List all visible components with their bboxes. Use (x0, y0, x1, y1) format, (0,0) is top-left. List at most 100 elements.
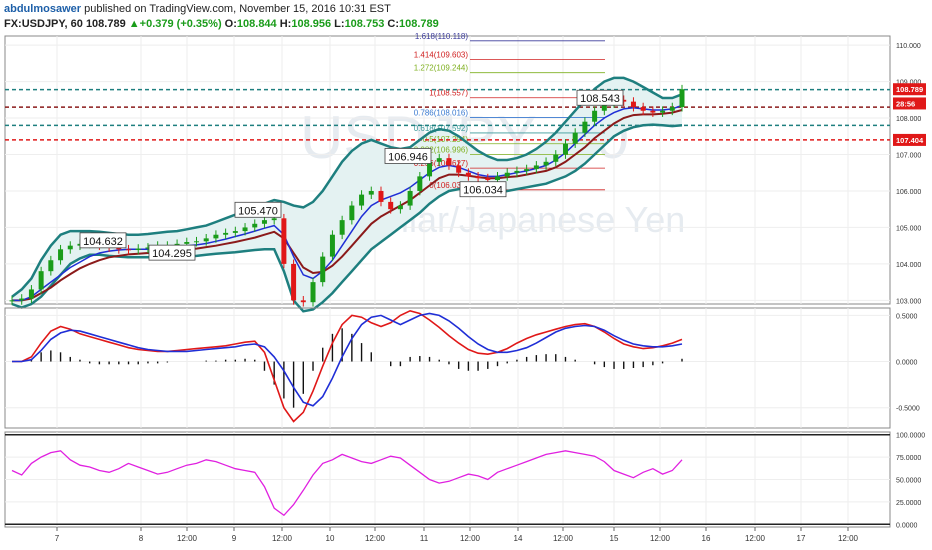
macd-tick-label: -0.5000 (896, 406, 920, 413)
candle-body (378, 190, 384, 202)
candle-body (533, 165, 539, 170)
rsi-tick-label: 25.0000 (896, 500, 921, 507)
fib-level-label: 1.414(109.603) (414, 51, 469, 60)
candle-body (329, 234, 335, 257)
price-tick-label: 109.000 (896, 80, 921, 87)
candle-body (223, 232, 229, 235)
author-link[interactable]: abdulmosawer (4, 3, 82, 15)
price-tick-label: 108.000 (896, 116, 921, 123)
candle-body (582, 121, 588, 133)
price-tag-box (893, 97, 926, 110)
candle-body (145, 247, 151, 249)
price-tag-label: 107.404 (896, 136, 924, 145)
candle-body (126, 249, 132, 251)
close-label: C: (387, 18, 399, 30)
candle-body (116, 247, 122, 250)
time-tick-label: 9 (232, 534, 237, 543)
candle-body (193, 241, 199, 243)
price-callout-label: 104.632 (83, 236, 123, 248)
candle-body (213, 234, 219, 239)
candle-body (359, 194, 365, 206)
candle-body (300, 300, 306, 303)
candle-body (242, 227, 248, 232)
high-value: 108.956 (291, 18, 332, 30)
time-tick-label: 12:00 (460, 534, 481, 543)
price-tick-label: 104.000 (896, 262, 921, 269)
candle-body (485, 178, 491, 181)
price-callout-box (384, 148, 432, 164)
moving-average-fast-line (12, 104, 683, 302)
candle-body (9, 300, 15, 302)
fib-level-label: 0(106.031) (429, 181, 468, 190)
candle-body (339, 220, 345, 235)
price-frame (4, 35, 891, 305)
candle-body (203, 238, 209, 242)
macd-tick-label: 0.5000 (896, 313, 918, 320)
fib-level-label: 1(108.557) (429, 89, 468, 98)
candle-body (660, 110, 666, 113)
candle-body (67, 245, 73, 250)
time-tick-label: 12:00 (745, 534, 766, 543)
rsi-tick-label: 75.0000 (896, 455, 921, 462)
fib-level-label: 1.618(110.118) (415, 32, 468, 41)
change-value: +0.379 (+0.35%) (139, 18, 222, 30)
moving-average-slow-line (12, 109, 683, 302)
price-tag-box (893, 133, 926, 146)
publish-line: abdulmosawer published on TradingView.co… (4, 3, 391, 15)
candle-body (669, 107, 675, 111)
fib-level-label: 0.236(106.627) (414, 159, 469, 168)
price-callout-box (79, 232, 127, 249)
candle-body (465, 172, 471, 177)
candle-body (48, 260, 54, 272)
candle-body (601, 103, 607, 111)
rsi-line (11, 450, 683, 517)
candle-body (427, 161, 433, 177)
price-callout-box (459, 181, 507, 198)
price-tick-label: 105.000 (896, 225, 921, 232)
price-tick-label: 106.000 (896, 189, 921, 196)
fib-level-label: 0.5(107.294) (423, 135, 469, 144)
bollinger-lower-line (11, 123, 683, 313)
time-tick-label: 12:00 (177, 534, 198, 543)
fib-level-label: 1.272(109.244) (414, 64, 469, 73)
candle-body (524, 169, 530, 171)
price-callout-label: 106.946 (388, 151, 428, 163)
price-callout-label: 106.034 (463, 185, 503, 197)
candle-body (572, 132, 578, 144)
candle-body (368, 190, 374, 195)
time-tick-label: 15 (610, 534, 619, 543)
candle-body (407, 190, 413, 206)
price-tick-label: 107.000 (896, 153, 921, 160)
candle-body (271, 218, 277, 221)
candle-body (28, 289, 34, 299)
candle-body (135, 248, 141, 251)
price-tag-label: 108.789 (896, 85, 923, 94)
price-panel: 110.000 109.000 108.000 107.000 106.000 105.0… (4, 32, 926, 313)
macd-tick-label: 0.0000 (896, 360, 918, 367)
time-tick-label: 10 (326, 534, 335, 543)
candle-body (650, 110, 656, 113)
candle-body (252, 223, 258, 228)
price-callout-box (234, 201, 282, 218)
time-axis: 7 8 12:00 9 12:00 10 12:00 11 12:00 14 12:00 15 12:0… (55, 527, 859, 543)
time-tick-label: 14 (514, 534, 523, 543)
time-tick-label: 16 (702, 534, 711, 543)
macd-line (12, 312, 683, 407)
open-label: O: (224, 18, 237, 30)
price-callout-label: 108.543 (580, 93, 620, 105)
candle-body (436, 158, 442, 162)
high-label: H: (279, 18, 292, 30)
candle-body (630, 101, 636, 108)
candle-body (621, 99, 627, 102)
low-value: 108.753 (344, 18, 385, 30)
time-tick-label: 17 (797, 534, 806, 543)
candle-body (320, 256, 326, 283)
candle-body (232, 231, 238, 233)
candle-body (475, 176, 481, 179)
candle-body (19, 298, 25, 301)
symbol-label[interactable]: FX:USDJPY, 60 (4, 18, 83, 30)
price-callout-label: 105.470 (238, 205, 278, 217)
time-tick-label: 12:00 (838, 534, 859, 543)
